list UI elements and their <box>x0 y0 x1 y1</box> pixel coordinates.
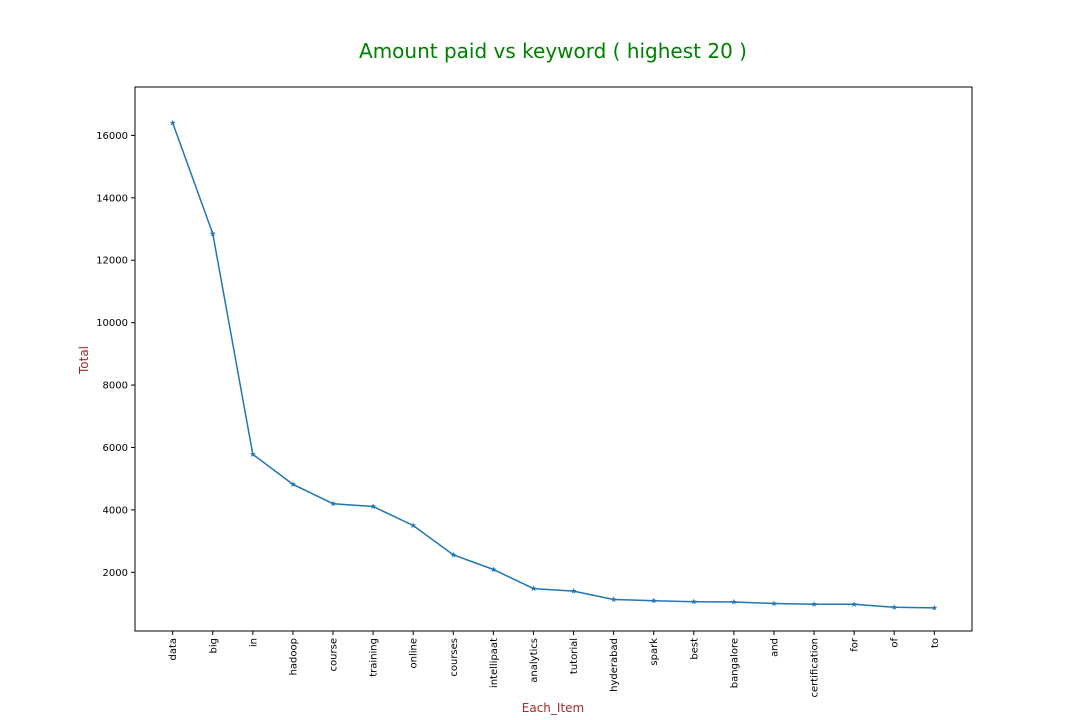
data-point <box>490 566 497 573</box>
x-tick-label: best <box>689 638 700 660</box>
x-tick-label: training <box>369 638 380 677</box>
x-tick-label: tutorial <box>569 638 580 674</box>
y-tick-label: 6000 <box>103 443 128 454</box>
data-point <box>249 451 256 457</box>
y-tick-label: 14000 <box>96 193 128 204</box>
data-point <box>891 604 898 610</box>
data-point <box>410 522 417 529</box>
x-tick-label: hyderabad <box>609 638 620 692</box>
data-point <box>169 119 176 126</box>
data-point <box>770 600 778 607</box>
y-tick-label: 12000 <box>96 256 128 267</box>
x-tick-label: of <box>890 638 901 648</box>
x-tick-label: analytics <box>529 638 540 683</box>
data-point <box>851 601 858 607</box>
x-tick-label: in <box>248 638 259 647</box>
x-axis-ticks: data big in hadoop course training online cours… <box>168 631 941 698</box>
x-tick-label: bangalore <box>729 638 740 688</box>
y-axis-ticks: 2000 4000 6000 8000 10000 12000 14000 16000 <box>96 131 135 579</box>
x-tick-label: to <box>930 638 941 648</box>
y-tick-label: 2000 <box>103 568 128 579</box>
x-tick-label: and <box>769 638 780 657</box>
y-axis-label: Total <box>77 346 91 375</box>
series-markers <box>169 119 938 611</box>
data-point <box>811 600 818 607</box>
x-axis-label: Each_Item <box>522 701 584 715</box>
data-point <box>570 587 577 594</box>
data-point <box>289 481 296 487</box>
data-point <box>329 500 337 507</box>
x-tick-label: big <box>208 638 219 653</box>
data-point <box>650 597 657 604</box>
y-tick-label: 8000 <box>103 381 128 392</box>
plot-area-frame <box>134 86 973 632</box>
x-tick-label: intellipaat <box>489 638 500 688</box>
y-tick-label: 10000 <box>96 318 128 329</box>
data-point <box>209 230 216 237</box>
x-tick-label: for <box>850 637 861 652</box>
data-point <box>530 585 537 592</box>
x-tick-label: course <box>329 638 340 671</box>
y-tick-label: 4000 <box>103 505 128 516</box>
x-tick-label: online <box>409 638 420 669</box>
data-point <box>610 596 617 603</box>
chart-title: Amount paid vs keyword ( highest 20 ) <box>359 39 747 63</box>
data-point <box>690 598 697 605</box>
data-point <box>931 604 938 611</box>
x-tick-label: spark <box>649 638 660 666</box>
data-point <box>450 551 457 558</box>
x-tick-label: courses <box>449 638 460 677</box>
data-point <box>730 598 737 605</box>
series-line <box>171 122 935 609</box>
x-tick-label: certification <box>810 638 821 698</box>
y-tick-label: 16000 <box>96 131 128 142</box>
x-tick-label: data <box>168 638 179 661</box>
x-tick-label: hadoop <box>288 638 299 675</box>
data-point <box>370 503 377 510</box>
